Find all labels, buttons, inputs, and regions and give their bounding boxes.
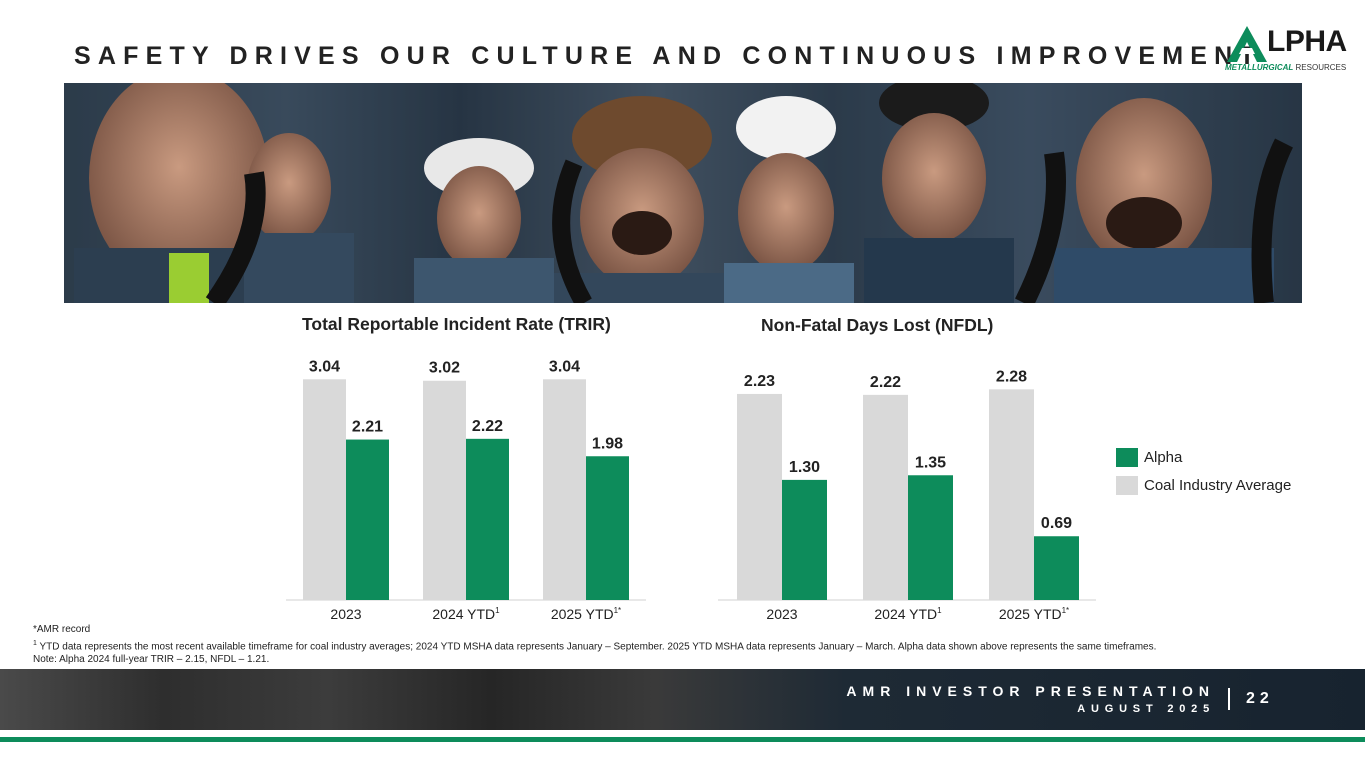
legend-swatch-industry xyxy=(1116,475,1138,495)
alpha-logo-icon xyxy=(1227,26,1267,62)
footer-band xyxy=(0,669,1365,730)
nfdl-label-industry-0: 2.23 xyxy=(744,373,775,390)
nfdl-label-industry-1: 2.22 xyxy=(870,374,901,391)
trir-bar-alpha-0 xyxy=(346,439,389,600)
footer-separator xyxy=(1228,688,1230,710)
logo-wordmark: LPHA xyxy=(1267,25,1347,58)
trir-label-industry-2: 3.04 xyxy=(549,358,580,375)
trir-label-alpha-2: 1.98 xyxy=(592,435,623,452)
footnote-record: *AMR record xyxy=(33,624,91,635)
trir-label-alpha-1: 2.22 xyxy=(472,418,503,435)
trir-category-1: 2024 YTD1 xyxy=(432,606,500,622)
miners-photo-illustration xyxy=(64,83,1302,303)
nfdl-bar-industry-1 xyxy=(863,394,908,600)
alpha-logo: LPHA METALLURGICAL RESOURCES xyxy=(1225,22,1357,76)
logo-subtitle-bold: METALLURGICAL xyxy=(1225,63,1294,72)
trir-bar-industry-2 xyxy=(543,379,586,600)
page-number: 22 xyxy=(1246,690,1274,707)
footnote-ytd-marker: 1 xyxy=(33,639,37,647)
trir-category-2: 2025 YTD1* xyxy=(551,606,621,622)
nfdl-bar-industry-0 xyxy=(737,393,782,600)
trir-category-sup-2: 1* xyxy=(614,606,622,615)
nfdl-bar-alpha-1 xyxy=(908,475,953,600)
nfdl-bar-alpha-0 xyxy=(782,479,827,600)
nfdl-category-2: 2025 YTD1* xyxy=(999,606,1069,622)
legend-label-industry: Coal Industry Average xyxy=(1144,476,1292,494)
trir-bar-industry-1 xyxy=(423,380,466,600)
trir-label-industry-0: 3.04 xyxy=(309,358,340,375)
nfdl-bar-alpha-2 xyxy=(1034,536,1079,600)
footer-accent-line xyxy=(0,737,1365,742)
trir-bar-alpha-1 xyxy=(466,438,509,600)
trir-label-alpha-0: 2.21 xyxy=(352,419,383,436)
logo-subtitle: METALLURGICAL RESOURCES xyxy=(1225,63,1346,72)
nfdl-category-sup-1: 1 xyxy=(937,606,942,615)
nfdl-category-0: 2023 xyxy=(766,606,797,622)
trir-category-0: 2023 xyxy=(330,606,361,622)
legend-swatch-alpha xyxy=(1116,447,1138,467)
footnote-ytd: 1 YTD data represents the most recent av… xyxy=(33,637,1156,654)
chart-legend: Alpha Coal Industry Average xyxy=(1116,443,1291,499)
footnote-note: Note: Alpha 2024 full-year TRIR – 2.15, … xyxy=(33,654,270,666)
trir-bar-alpha-2 xyxy=(586,456,629,600)
legend-item-alpha: Alpha xyxy=(1116,443,1291,471)
footnote-ytd-text: YTD data represents the most recent avai… xyxy=(36,640,1157,652)
nfdl-chart-title: Non-Fatal Days Lost (NFDL) xyxy=(761,315,994,335)
nfdl-label-alpha-1: 1.35 xyxy=(915,454,946,471)
nfdl-label-alpha-0: 1.30 xyxy=(789,459,820,476)
miners-photo xyxy=(64,83,1302,303)
nfdl-category-1: 2024 YTD1 xyxy=(874,606,942,622)
footer-title: AMR INVESTOR PRESENTATION xyxy=(846,683,1215,699)
trir-chart-title: Total Reportable Incident Rate (TRIR) xyxy=(302,314,611,334)
trir-bar-industry-0 xyxy=(303,379,346,600)
trir-label-industry-1: 3.02 xyxy=(429,360,460,377)
footer-date: AUGUST 2025 xyxy=(1077,703,1215,715)
slide-title: SAFETY DRIVES OUR CULTURE AND CONTINUOUS… xyxy=(74,42,1262,70)
nfdl-label-alpha-2: 0.69 xyxy=(1041,515,1072,532)
footnotes: *AMR record 1 YTD data represents the mo… xyxy=(33,623,1156,667)
nfdl-category-sup-2: 1* xyxy=(1062,606,1070,615)
legend-label-alpha: Alpha xyxy=(1144,448,1183,466)
nfdl-bar-industry-2 xyxy=(989,389,1034,600)
logo-subtitle-rest: RESOURCES xyxy=(1293,63,1347,72)
legend-item-industry: Coal Industry Average xyxy=(1116,471,1291,499)
nfdl-label-industry-2: 2.28 xyxy=(996,368,1027,385)
trir-category-sup-1: 1 xyxy=(495,606,500,615)
